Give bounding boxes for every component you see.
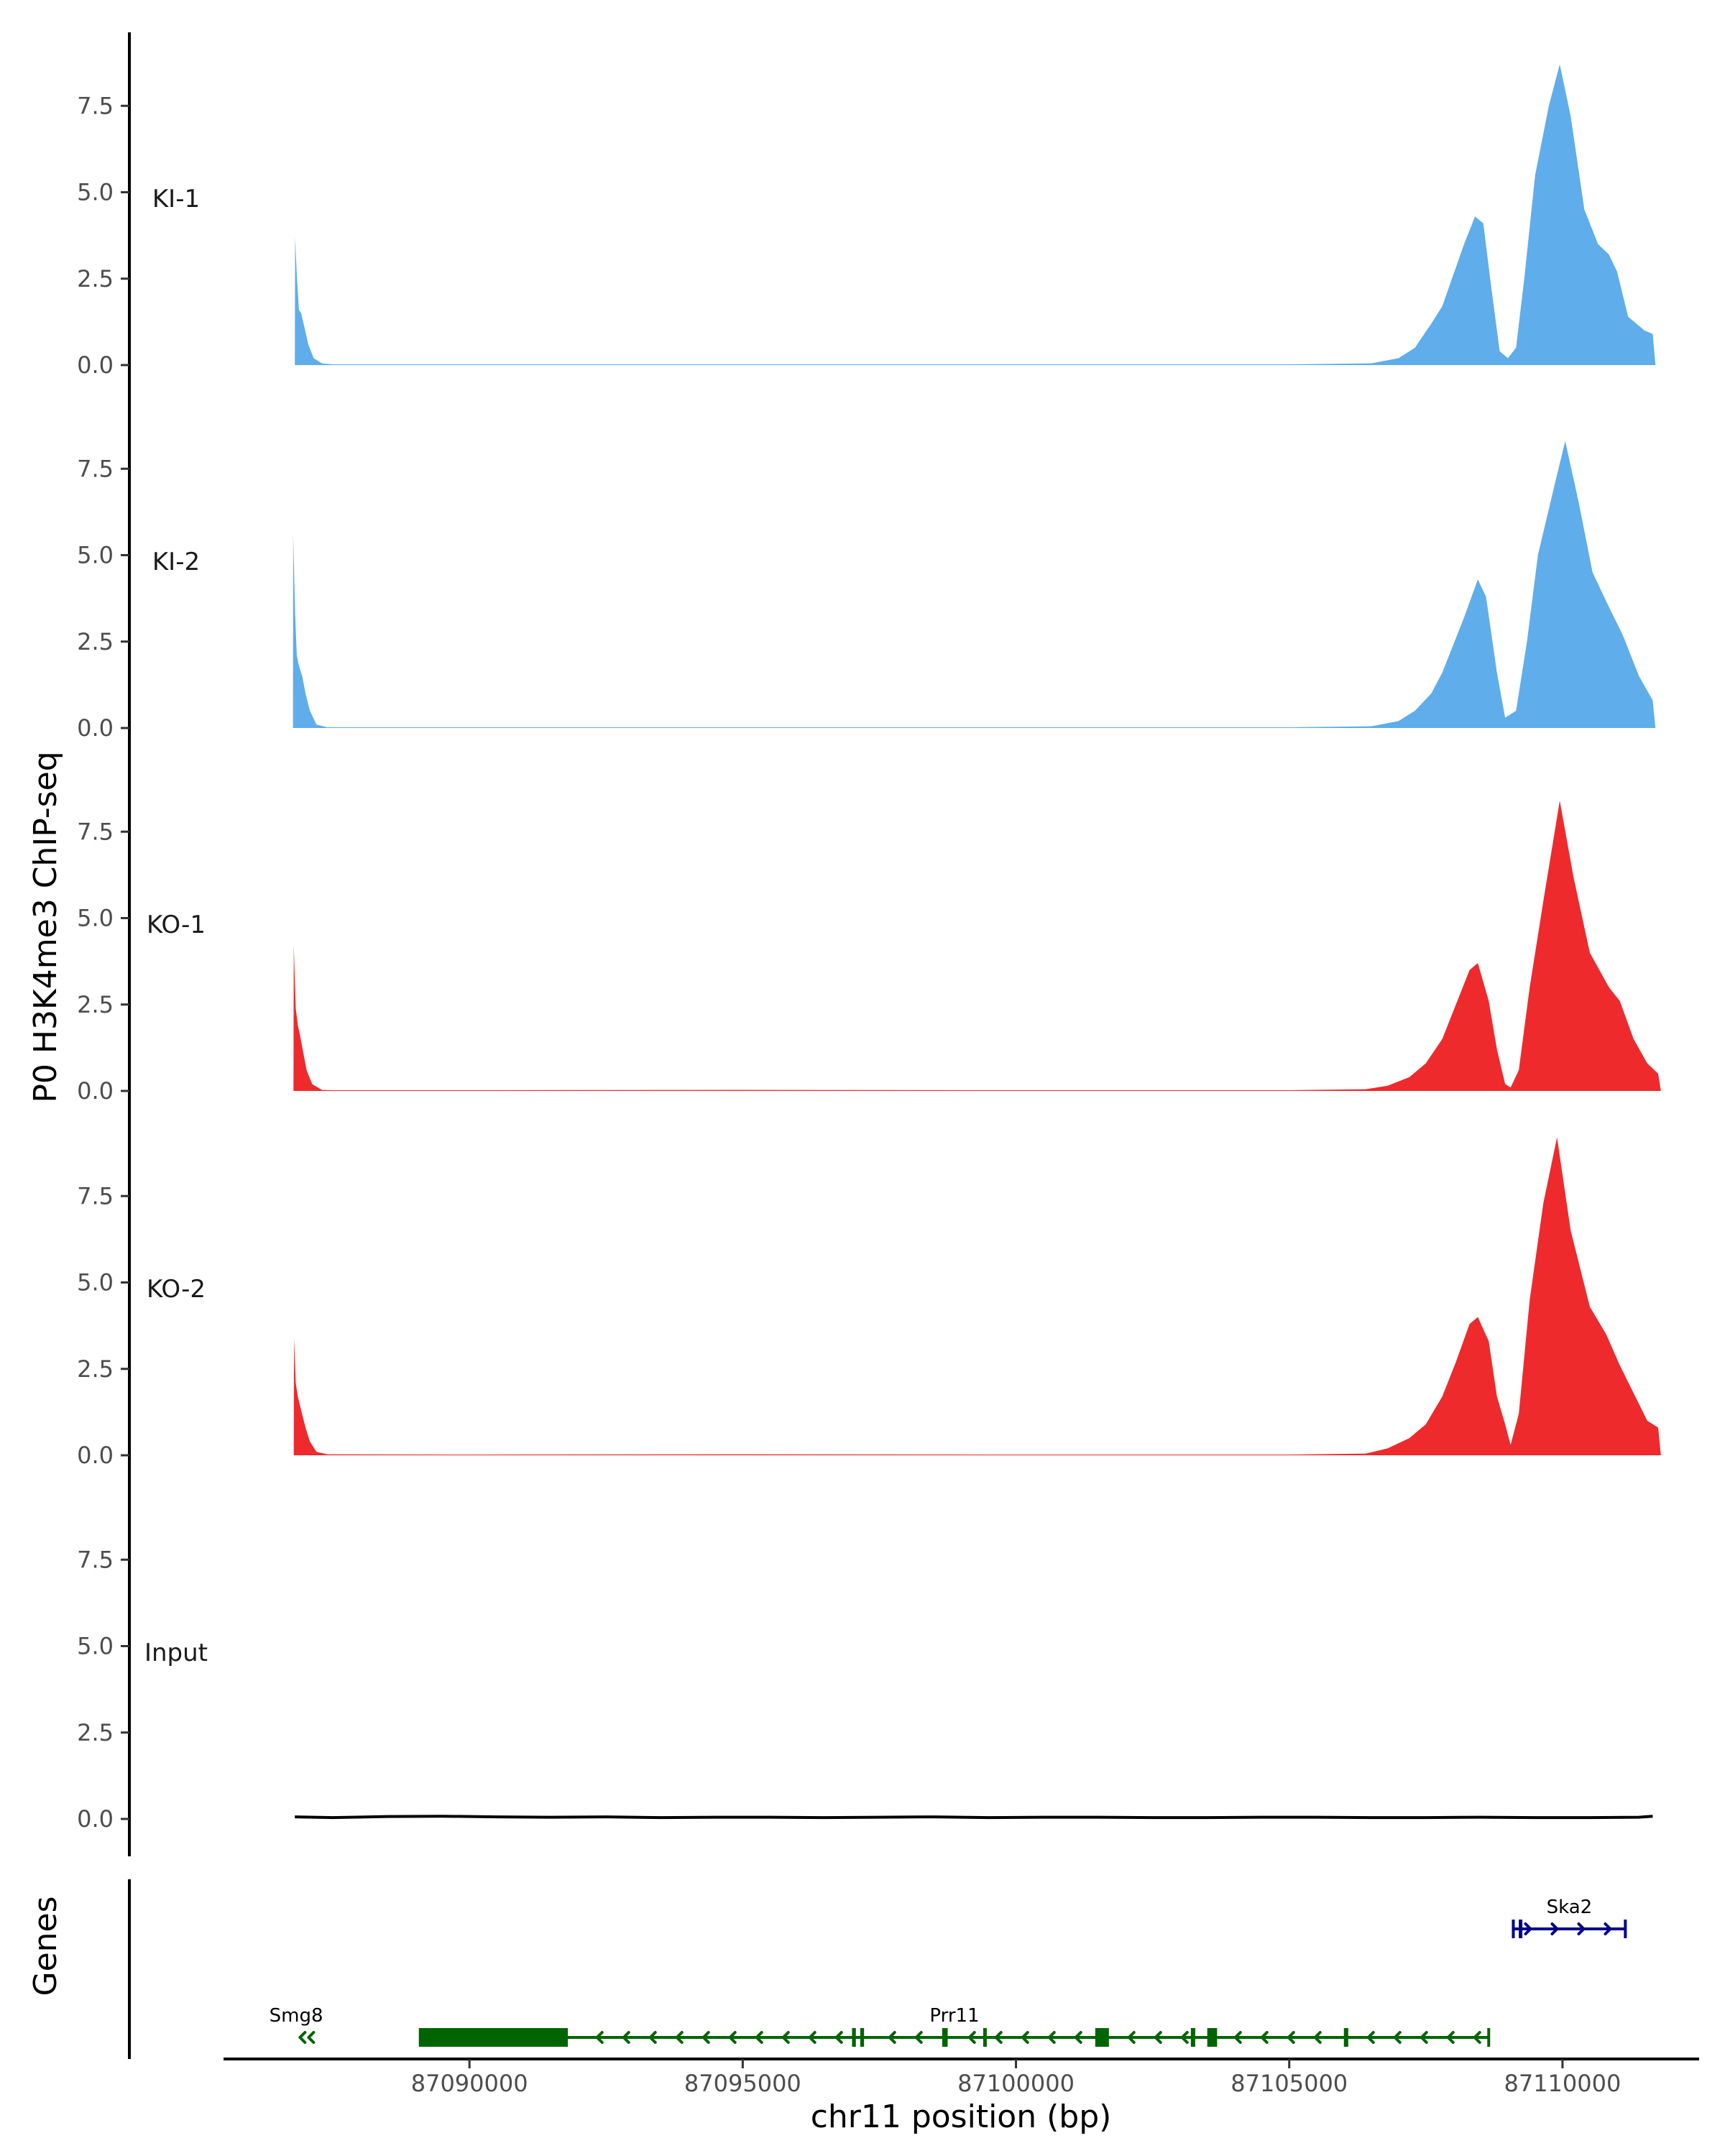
strand-arrow: [702, 2031, 710, 2044]
y-tick-label: 7.5: [77, 92, 114, 119]
y-tick-label: 7.5: [77, 1182, 114, 1210]
x-axis: 87090000 87095000 87100000 87105000 87110000: [224, 2058, 1699, 2097]
y-axis-title: P0 H3K4me3 ChIP-seq: [27, 751, 64, 1102]
exon: [942, 2028, 948, 2047]
signal-area: [293, 801, 1661, 1091]
strand-arrow: [808, 2031, 816, 2044]
strand-arrow: [834, 2031, 843, 2044]
strand-arrow: [1260, 2031, 1269, 2044]
strand-arrow: [1154, 2031, 1162, 2044]
y-tick-label: 2.5: [77, 991, 114, 1018]
y-tick-label: 5.0: [77, 905, 114, 932]
strand-arrow: [1313, 2031, 1322, 2044]
signal-tracks: 0.0 2.5 5.0 7.5 KI-1 0.0 2.5 5.0 7.5 KI-2 0.0 2.5 5.…: [77, 32, 1661, 1856]
strand-arrow: [595, 2031, 604, 2044]
strand-arrow: [1233, 2031, 1242, 2044]
exon: [1190, 2028, 1195, 2047]
track-input: 0.0 2.5 5.0 7.5 Input: [77, 1489, 1653, 1856]
strand-arrow: [1420, 2031, 1428, 2044]
strand-arrow: [1074, 2031, 1082, 2044]
x-tick-label: 87105000: [1230, 2070, 1348, 2097]
strand-arrow: [1473, 2031, 1481, 2044]
strand-arrow: [914, 2031, 923, 2044]
gene-prr11: Prr11: [418, 2005, 1491, 2047]
strand-arrow: [755, 2031, 763, 2044]
y-tick-label: 5.0: [77, 1633, 114, 1660]
y-tick-label: 0.0: [77, 714, 114, 742]
track-label: KO-1: [147, 911, 206, 939]
y-tick-label: 0.0: [77, 351, 114, 379]
track-ko-1: 0.0 2.5 5.0 7.5 KO-1: [77, 760, 1661, 1128]
strand-arrow: [1047, 2031, 1056, 2044]
strand-arrow: [648, 2031, 657, 2044]
strand-arrow: [888, 2031, 896, 2044]
gene-ska2: Ska2: [1512, 1897, 1627, 1938]
strand-arrow: [1604, 1922, 1612, 1935]
y-tick-label: 5.0: [77, 179, 114, 206]
signal-area: [293, 441, 1656, 728]
exon: [983, 2028, 987, 2047]
track-ki-2: 0.0 2.5 5.0 7.5 KI-2: [77, 397, 1656, 765]
strand-arrow: [967, 2031, 976, 2044]
track-label: KI-2: [152, 548, 200, 576]
signal-area: [293, 1137, 1661, 1455]
strand-arrow: [675, 2031, 684, 2044]
strand-arrow: [1446, 2031, 1455, 2044]
track-label: KO-2: [147, 1275, 206, 1304]
gene-label: Smg8: [270, 2005, 323, 2027]
exon: [852, 2028, 856, 2047]
track-ko-2: 0.0 2.5 5.0 7.5 KO-2: [77, 1125, 1661, 1493]
exon: [1519, 1920, 1523, 1938]
y-tick-label: 2.5: [77, 265, 114, 292]
strand-arrow: [1021, 2031, 1029, 2044]
gene-smg8: Smg8: [270, 2005, 323, 2044]
x-tick-label: 87100000: [957, 2070, 1075, 2097]
exon: [1207, 2028, 1218, 2047]
strand-arrow: [728, 2031, 737, 2044]
y-tick-label: 2.5: [77, 628, 114, 655]
gene-annotation-track: Smg8 Prr11 Ska2: [128, 1879, 1627, 2059]
signal-area: [295, 64, 1656, 365]
x-axis-title: chr11 position (bp): [811, 2099, 1112, 2135]
track-label: Input: [144, 1639, 208, 1667]
exon: [860, 2028, 865, 2047]
y-tick-label: 7.5: [77, 455, 114, 482]
strand-arrow: [1577, 1922, 1586, 1935]
y-tick-label: 0.0: [77, 1805, 114, 1833]
signal-line: [295, 1815, 1653, 1820]
y-tick-label: 7.5: [77, 1546, 114, 1573]
y-tick-label: 2.5: [77, 1719, 114, 1746]
track-label: KI-1: [152, 185, 200, 213]
strand-arrow: [1180, 2031, 1189, 2044]
y-tick-label: 7.5: [77, 818, 114, 845]
gene-label: Ska2: [1547, 1897, 1593, 1918]
strand-arrow: [1393, 2031, 1402, 2044]
y-tick-label: 0.0: [77, 1442, 114, 1469]
x-tick-label: 87090000: [411, 2070, 528, 2097]
strand-arrow: [781, 2031, 790, 2044]
x-tick-label: 87095000: [684, 2070, 801, 2097]
strand-arrow: [1550, 1922, 1559, 1935]
exon: [1343, 2028, 1348, 2047]
strand-arrow: [1366, 2031, 1375, 2044]
strand-arrow: [1127, 2031, 1136, 2044]
y-tick-label: 2.5: [77, 1355, 114, 1383]
strand-arrow: [994, 2031, 1003, 2044]
y-tick-label: 5.0: [77, 542, 114, 569]
track-ki-1: 0.0 2.5 5.0 7.5 KI-1: [77, 32, 1656, 402]
strand-arrow: [1524, 1922, 1532, 1935]
y-tick-label: 5.0: [77, 1269, 114, 1296]
exon: [420, 2028, 569, 2047]
y-tick-label: 0.0: [77, 1077, 114, 1105]
strand-arrow: [622, 2031, 630, 2044]
strand-arrow: [307, 2031, 316, 2044]
exon: [1095, 2028, 1109, 2047]
genes-axis-title: Genes: [27, 1896, 64, 1996]
strand-arrow: [1287, 2031, 1295, 2044]
strand-arrow: [298, 2031, 307, 2044]
x-tick-label: 87110000: [1504, 2070, 1621, 2097]
gene-label: Prr11: [929, 2005, 979, 2027]
